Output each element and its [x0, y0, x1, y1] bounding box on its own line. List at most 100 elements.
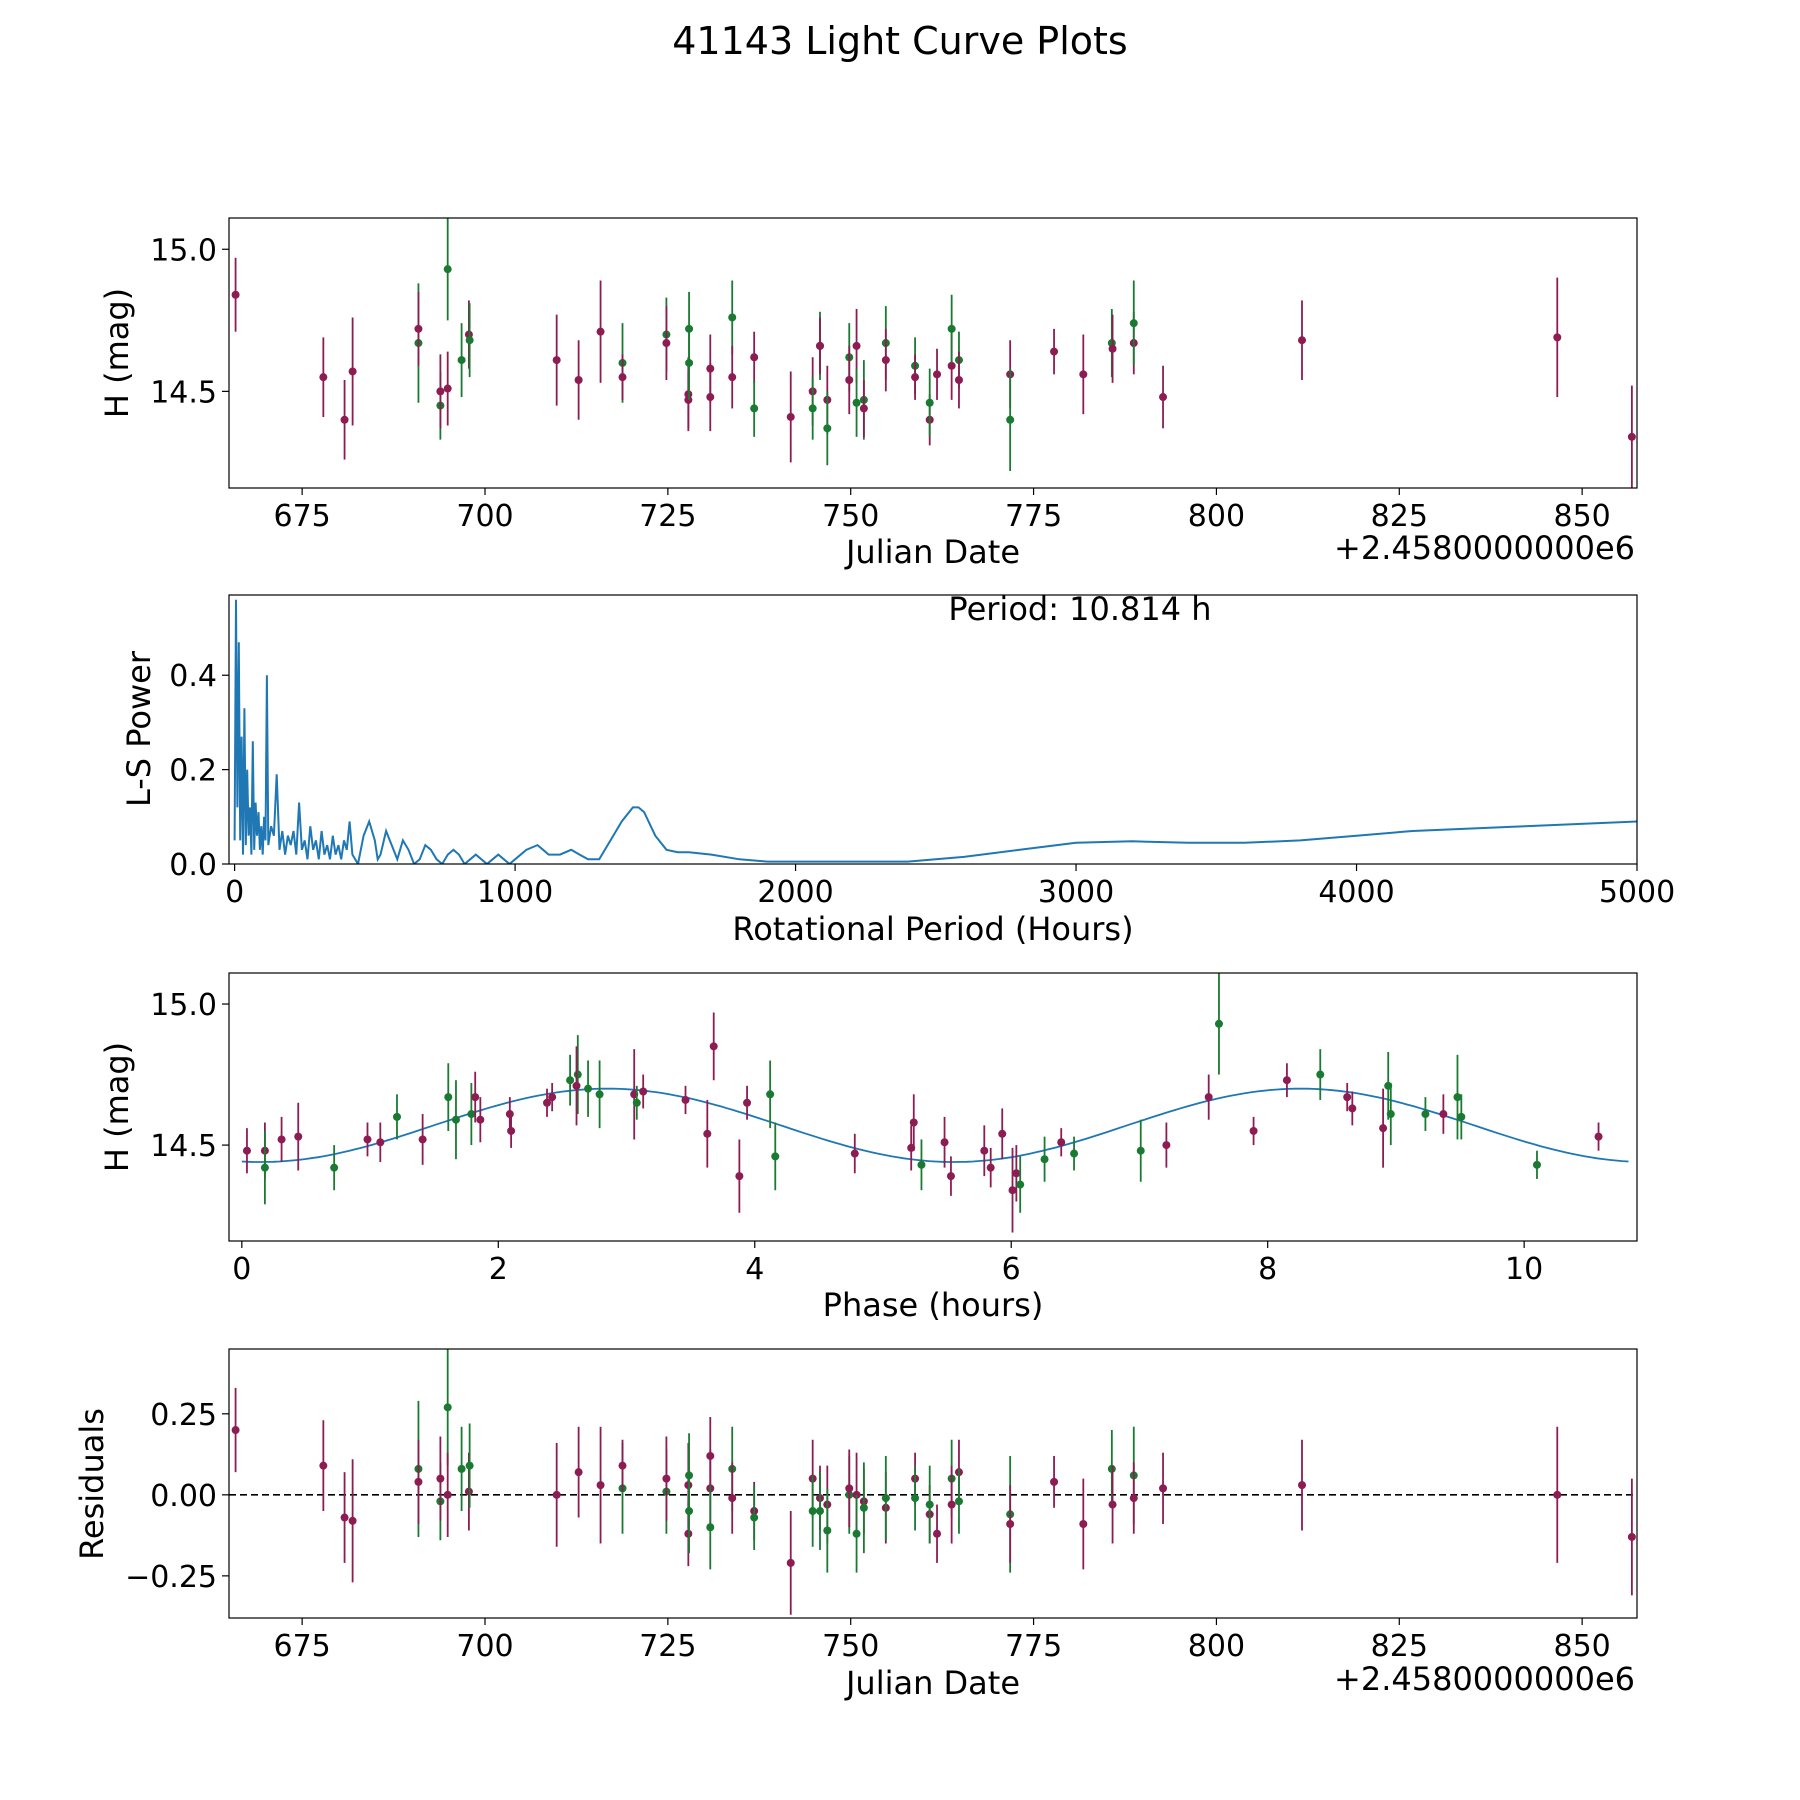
point-marker — [823, 1526, 832, 1535]
phased-axes-frame — [228, 972, 1638, 1242]
point-marker — [1532, 1160, 1541, 1169]
point-marker — [947, 361, 956, 370]
data-point — [998, 1108, 1007, 1160]
data-point — [946, 1156, 955, 1196]
point-marker — [1129, 1494, 1138, 1503]
point-marker — [808, 404, 817, 413]
x-tick-label: 4 — [745, 1252, 764, 1287]
data-point — [618, 1439, 627, 1492]
point-marker — [735, 1172, 744, 1181]
point-marker — [1108, 344, 1117, 353]
lightcurve-ticks: 675 700 725 750 775 800 825 850 14.5 15.0 — [150, 233, 1611, 534]
point-marker — [946, 1172, 955, 1181]
data-point — [986, 1147, 995, 1188]
data-point — [709, 1012, 718, 1081]
data-point — [471, 1071, 480, 1123]
x-tick-label: 0 — [232, 1252, 251, 1287]
data-point — [1108, 1465, 1117, 1544]
point-marker — [418, 1135, 427, 1144]
point-marker — [330, 1163, 339, 1172]
point-marker — [1594, 1132, 1603, 1141]
point-marker — [728, 373, 737, 382]
data-point — [925, 368, 934, 437]
point-marker — [947, 1500, 956, 1509]
x-tick-label: 800 — [1188, 499, 1245, 534]
data-point — [954, 351, 963, 409]
point-marker — [845, 1484, 854, 1493]
data-point — [443, 218, 452, 321]
point-marker — [1159, 393, 1168, 402]
point-marker — [706, 1523, 715, 1532]
data-point — [1012, 1145, 1021, 1202]
point-marker — [348, 1516, 357, 1525]
lightcurve-ylabel: H (mag) — [98, 288, 136, 418]
data-point — [457, 323, 466, 398]
data-point — [1282, 1063, 1291, 1098]
point-marker — [505, 1110, 514, 1119]
data-point — [1136, 1119, 1145, 1182]
residuals-panel: 675 700 725 750 775 800 825 850 −0.25 0.00 0.25 Ju… — [73, 1348, 1638, 1702]
point-marker — [1553, 1490, 1562, 1499]
point-marker — [319, 373, 328, 382]
point-marker — [465, 336, 474, 345]
x-tick-label: 4000 — [1318, 875, 1394, 910]
point-marker — [954, 376, 963, 384]
data-point — [750, 1485, 759, 1550]
y-tick-label: 14.5 — [150, 1129, 217, 1164]
data-point — [348, 317, 357, 426]
data-point — [1079, 334, 1088, 415]
point-marker — [618, 373, 627, 382]
point-marker — [1108, 1500, 1117, 1509]
point-marker — [340, 415, 349, 424]
point-marker — [1298, 336, 1307, 345]
point-marker — [1439, 1110, 1448, 1119]
data-point — [548, 1083, 557, 1112]
data-point — [1379, 1088, 1388, 1168]
data-point — [703, 1099, 712, 1168]
point-marker — [1421, 1110, 1430, 1119]
lightcurve-offset-label: +2.4580000000e6 — [1334, 529, 1635, 567]
residuals-axes-frame — [228, 1348, 1638, 1619]
point-marker — [595, 1090, 604, 1099]
x-tick-label: 825 — [1371, 499, 1428, 534]
data-point — [348, 1459, 357, 1583]
lightcurve-xlabel: Julian Date — [844, 533, 1020, 571]
data-point — [1079, 1478, 1088, 1570]
periodogram-series — [233, 599, 1637, 864]
data-point — [552, 314, 561, 406]
point-marker — [911, 1494, 920, 1503]
data-point — [465, 1423, 474, 1508]
point-marker — [465, 1461, 474, 1470]
x-tick-label: 825 — [1371, 1629, 1428, 1664]
data-point — [771, 1122, 780, 1191]
data-point — [319, 337, 328, 417]
x-tick-label: 675 — [274, 1629, 331, 1664]
point-marker — [786, 412, 795, 421]
data-point — [543, 1088, 552, 1117]
data-point — [1386, 1083, 1395, 1146]
x-tick-label: 2000 — [757, 875, 833, 910]
data-point — [572, 1046, 581, 1126]
data-point — [573, 1035, 582, 1115]
periodogram-line — [233, 599, 1637, 864]
x-tick-label: 775 — [1005, 1629, 1062, 1664]
data-point — [852, 1494, 861, 1573]
point-marker — [414, 324, 423, 333]
y-tick-label: 0.0 — [169, 848, 217, 883]
data-point — [850, 1133, 859, 1174]
point-marker — [750, 353, 759, 362]
data-point — [823, 1488, 832, 1573]
point-marker — [507, 1126, 516, 1135]
point-marker — [1553, 333, 1562, 342]
phased-ticks: 0 2 4 6 8 10 14.5 15.0 — [150, 988, 1543, 1287]
point-marker — [573, 1070, 582, 1079]
data-point — [1439, 1094, 1448, 1134]
point-marker — [911, 373, 920, 382]
data-point — [319, 1420, 328, 1512]
data-point — [859, 1462, 868, 1554]
point-marker — [231, 1426, 240, 1435]
point-marker — [242, 1146, 251, 1155]
point-marker — [1079, 1520, 1088, 1529]
point-marker — [823, 424, 832, 433]
data-point — [231, 1387, 240, 1473]
